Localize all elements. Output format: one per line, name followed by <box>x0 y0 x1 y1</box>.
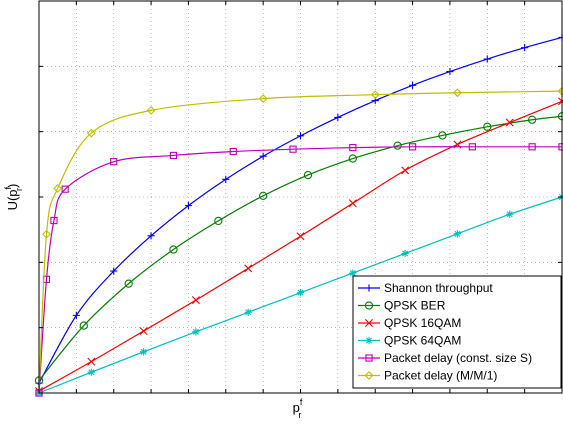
y-axis-label-suffix: ) <box>5 184 20 188</box>
series-2-point-2 <box>139 327 148 336</box>
series-4-point-4 <box>110 158 118 166</box>
grid-lines <box>39 1 562 393</box>
legend-marker-1 <box>364 301 374 310</box>
series-2-point-1 <box>87 357 96 366</box>
series-1-point-9 <box>438 131 447 140</box>
legend-label-5: Packet delay (M/M/1) <box>384 369 497 383</box>
legend-box <box>352 275 562 389</box>
legend-label-0: Shannon throughput <box>384 281 493 295</box>
legend-item-3: QPSK 64QAM <box>358 334 461 348</box>
series-5-point-7 <box>453 88 462 98</box>
series-4-point-10 <box>468 143 476 151</box>
series-4-point-6 <box>229 147 237 156</box>
series-2-point-4 <box>244 264 253 273</box>
series-line-4 <box>38 146 562 394</box>
series-1-point-7 <box>348 154 357 163</box>
legend-label-1: QPSK BER <box>384 299 446 313</box>
series-0-point-10 <box>408 81 417 89</box>
series-1-point-6 <box>303 170 313 180</box>
series-5-point-2 <box>53 183 63 193</box>
series-0-point-2 <box>110 267 118 275</box>
series-2-point-7 <box>401 166 410 175</box>
y-axis-label-sub: r <box>14 188 24 191</box>
x-axis-label-base: p <box>293 400 300 415</box>
legend-marker-3 <box>365 336 373 345</box>
series-4-point-3 <box>61 185 69 193</box>
series-0-point-8 <box>334 113 342 122</box>
series-4-point-8 <box>349 143 357 152</box>
series-3-point-5 <box>296 289 305 297</box>
series-3-point-6 <box>349 269 357 277</box>
series-0-point-12 <box>483 55 491 63</box>
series-5-point-5 <box>258 94 268 103</box>
legend-marker-5 <box>364 371 374 380</box>
series-1-point-4 <box>214 216 223 226</box>
series-0-point-7 <box>296 132 305 140</box>
tick-marks <box>38 0 563 394</box>
series-2-point-5 <box>296 232 305 241</box>
legend-items: Shannon throughput QPSK BER QPSK 16QAM QPSK… <box>358 281 532 383</box>
series-4 <box>35 143 563 397</box>
series-3-point-4 <box>244 308 252 316</box>
series-0-point-5 <box>222 175 230 183</box>
series-1-point-8 <box>393 141 402 150</box>
series-5-point-6 <box>370 90 380 100</box>
legend-marker-4 <box>365 354 373 362</box>
series-1-point-1 <box>79 321 88 330</box>
legend-item-0: Shannon throughput <box>358 281 493 295</box>
series-5 <box>38 86 563 394</box>
legend: Shannon throughput QPSK BER QPSK 16QAM QPSK… <box>352 275 562 389</box>
y-axis-label-sup: f <box>3 186 13 189</box>
series-0-point-11 <box>446 67 454 76</box>
series-1-point-3 <box>169 245 178 254</box>
series-4-point-7 <box>289 145 297 153</box>
legend-item-2: QPSK 16QAM <box>358 316 461 330</box>
x-axis-label-sub: r <box>298 410 301 420</box>
series-4-point-11 <box>528 143 536 151</box>
series-1 <box>34 112 563 385</box>
y-axis-label: U(pfr) <box>3 184 24 211</box>
series-1-point-5 <box>259 191 268 200</box>
series-3-point-7 <box>401 249 409 258</box>
x-axis-label-sup: f <box>300 397 303 407</box>
series-5-point-1 <box>42 229 51 239</box>
series-1-point-10 <box>483 122 492 131</box>
series-3-point-8 <box>453 230 461 238</box>
series-3-point-3 <box>192 328 200 336</box>
series-3-point-9 <box>506 210 514 218</box>
legend-marker-2 <box>365 319 373 327</box>
legend-label-4: Packet delay (const. size S) <box>384 351 532 365</box>
series-1-point-11 <box>527 115 537 124</box>
legend-label-2: QPSK 16QAM <box>384 316 461 330</box>
series-0-point-1 <box>72 311 80 319</box>
series-2-point-3 <box>191 296 200 305</box>
series-0-point-3 <box>147 232 155 240</box>
legend-marker-0 <box>365 284 373 292</box>
series-0-point-6 <box>259 152 267 160</box>
legend-item-4: Packet delay (const. size S) <box>358 351 532 365</box>
series-4-point-5 <box>169 151 178 160</box>
x-axis-label: pf r <box>293 397 303 420</box>
series-2-point-6 <box>348 199 357 208</box>
series-1-point-2 <box>124 279 133 288</box>
series-0-point-13 <box>521 44 529 52</box>
series-3-point-1 <box>87 368 95 376</box>
series-3-point-2 <box>140 348 148 356</box>
series-5-point-4 <box>146 105 156 115</box>
series-4-point-2 <box>50 216 58 225</box>
legend-label-3: QPSK 64QAM <box>384 334 461 348</box>
series-2-point-9 <box>505 118 514 127</box>
series-4-point-9 <box>408 143 417 151</box>
y-axis-label-prefix: U(p <box>5 189 20 210</box>
series-line-1 <box>38 115 563 381</box>
legend-item-1: QPSK BER <box>358 299 446 313</box>
series-5-point-3 <box>86 128 96 138</box>
legend-item-5: Packet delay (M/M/1) <box>358 369 497 383</box>
series-0-point-4 <box>184 202 193 210</box>
